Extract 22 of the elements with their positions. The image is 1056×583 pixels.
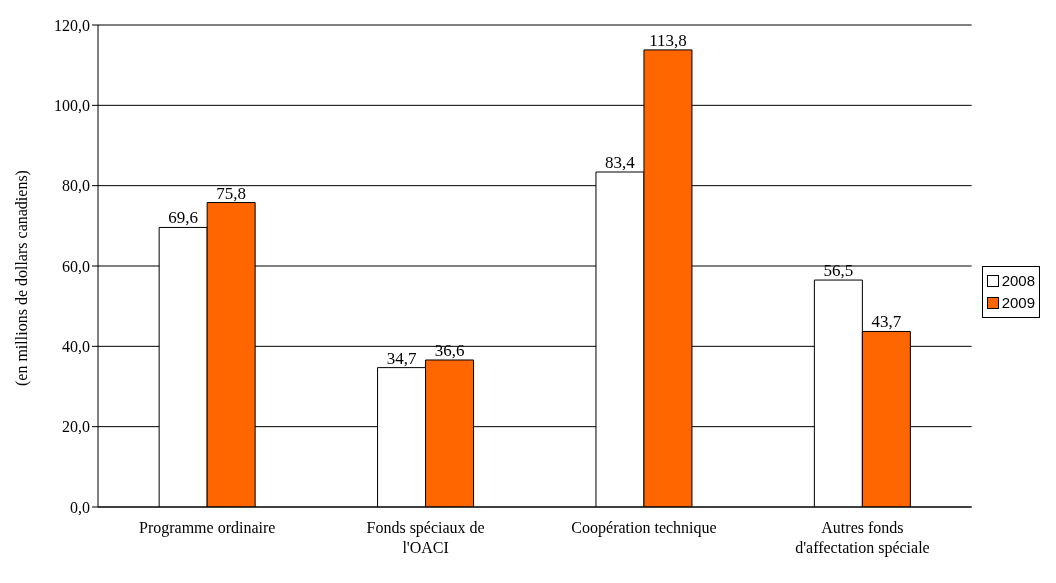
data-label: 69,6	[168, 208, 199, 228]
y-tick-label: 100,0	[54, 97, 90, 115]
data-label: 56,5	[823, 261, 854, 281]
x-tick-label: Autres fonds d'affectation spéciale	[795, 519, 930, 557]
x-tick-label: Fonds spéciaux de l'OACI	[366, 519, 485, 556]
data-label: 75,8	[216, 183, 247, 203]
data-label: 34,7	[386, 348, 417, 368]
x-tick-label: Programme ordinaire	[139, 519, 276, 537]
y-axis-title: (en millions de dollars canadiens)	[12, 170, 31, 386]
data-label: 113,8	[649, 30, 687, 50]
x-tick-label: Coopération technique	[571, 519, 717, 537]
y-tick-label: 120,0	[54, 16, 90, 34]
y-tick-label: 20,0	[62, 418, 90, 436]
legend-label: 2008	[1001, 270, 1035, 291]
data-label: 83,4	[605, 153, 636, 173]
y-tick-label: 60,0	[62, 257, 90, 275]
y-tick-label: 80,0	[62, 177, 90, 195]
y-tick-label: 0,0	[70, 498, 90, 516]
data-label: 36,6	[434, 340, 465, 360]
legend-label: 2009	[1001, 292, 1035, 313]
data-label: 43,7	[871, 312, 902, 332]
y-tick-label: 40,0	[62, 338, 90, 356]
